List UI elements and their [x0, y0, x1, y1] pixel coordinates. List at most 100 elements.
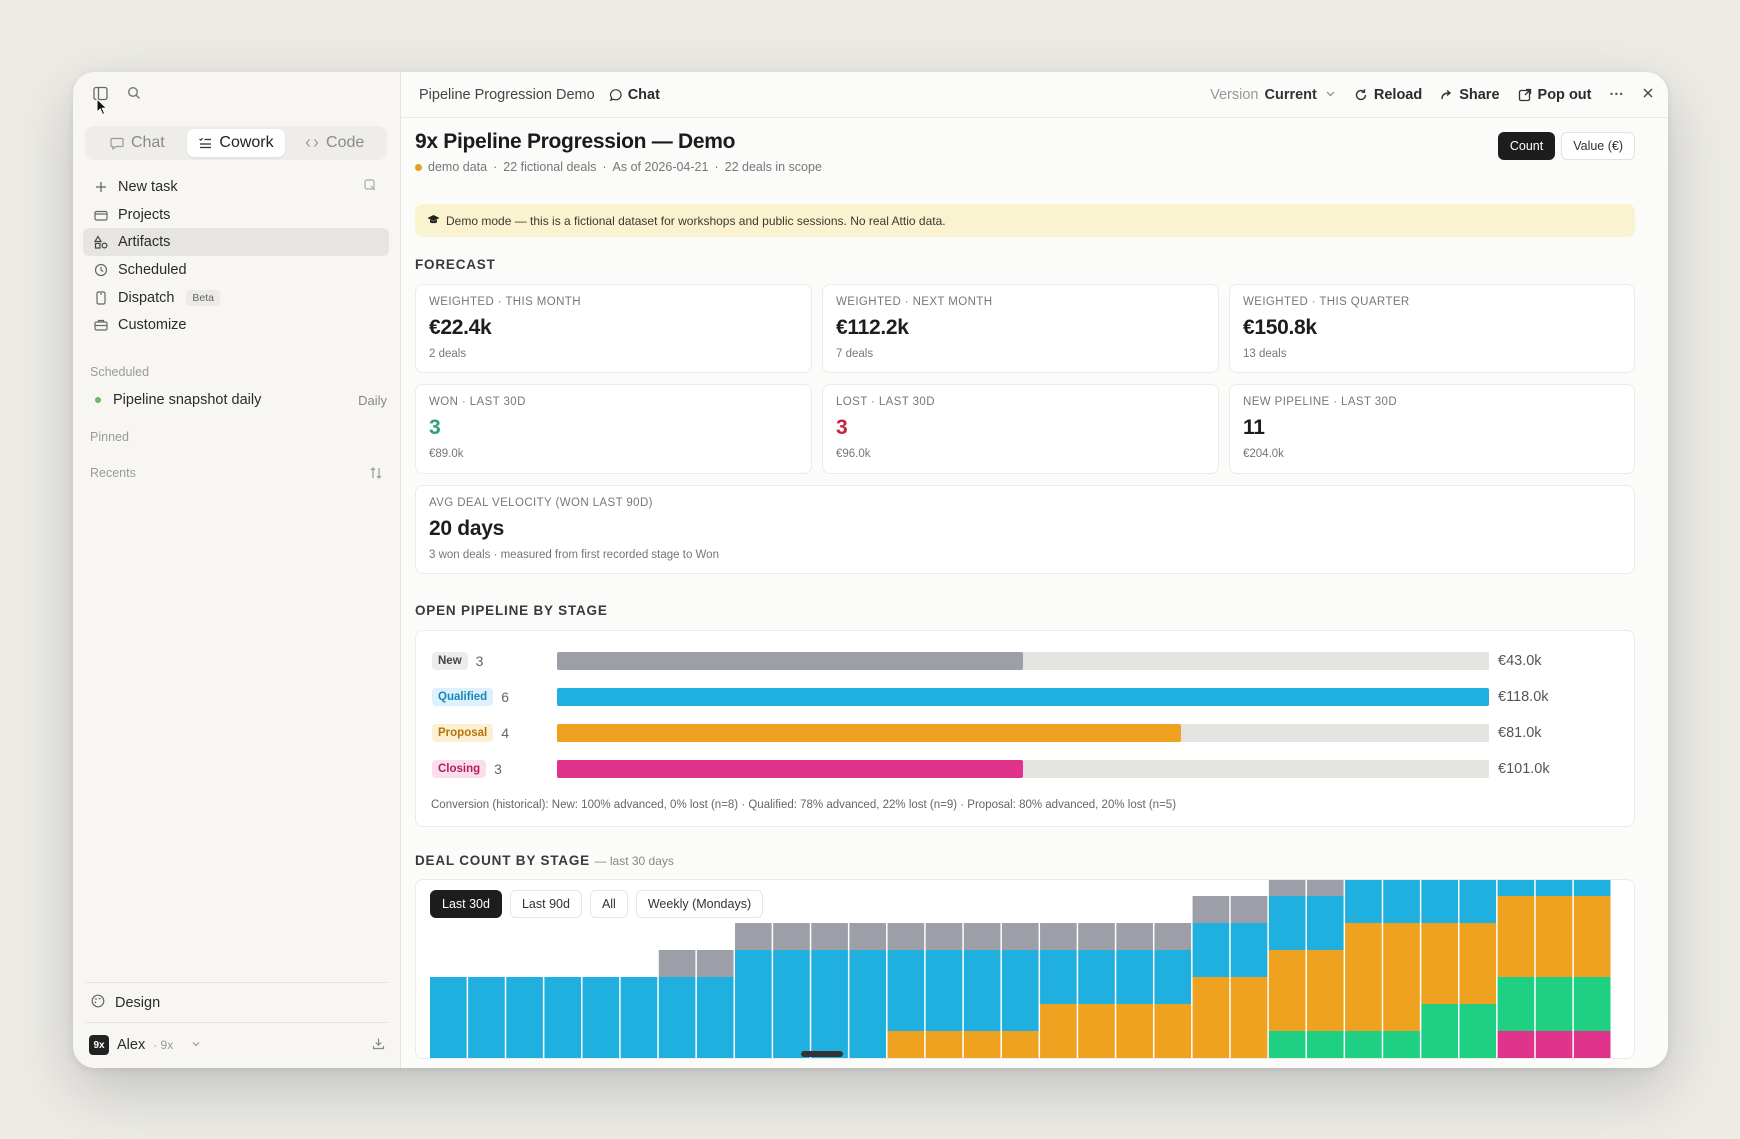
- version-value: Current: [1264, 86, 1317, 103]
- chevron-down-icon: [1325, 87, 1336, 103]
- sidebar-item-scheduled[interactable]: Scheduled: [83, 256, 389, 284]
- sidebar-item-label: Dispatch: [118, 289, 175, 306]
- chart-bar-segment-proposal: [1535, 896, 1573, 977]
- scheduled-section-label: Scheduled: [90, 365, 150, 379]
- kpi-sub: 13 deals: [1243, 348, 1287, 360]
- chart-bar-segment-qualified: [1421, 880, 1458, 923]
- chart-bar-segment-qualified: [1268, 896, 1306, 950]
- header-actions: Version Current Reload Share Pop out ···: [1210, 87, 1654, 103]
- sidebar-item-label: Design: [115, 995, 161, 1011]
- chart-bar-segment-qualified: [1535, 880, 1573, 896]
- forecast-heading: FORECAST: [415, 257, 496, 272]
- sidebar-item-label: Customize: [118, 317, 187, 334]
- version-select[interactable]: Version Current: [1210, 87, 1336, 103]
- banner-text: Demo mode — this is a fictional dataset …: [446, 213, 946, 228]
- deal-count-subheading: — last 30 days: [594, 854, 674, 868]
- chart-bar-segment-qualified: [506, 977, 543, 1058]
- sidebar-item-projects[interactable]: Projects: [83, 201, 389, 229]
- value-toggle-button[interactable]: Value (€): [1561, 132, 1635, 160]
- mode-tab-code-label: Code: [326, 134, 365, 151]
- chart-bar-segment-proposal: [430, 1058, 467, 1059]
- sidebar-item-label: Scheduled: [118, 261, 187, 278]
- pop-out-button[interactable]: Pop out: [1518, 87, 1592, 103]
- download-icon[interactable]: [372, 1037, 385, 1054]
- chart-bar-segment-proposal: [697, 1058, 734, 1059]
- kpi-value: €150.8k: [1243, 316, 1317, 339]
- stage-value: €118.0k: [1498, 689, 1549, 705]
- chart-bar-segment-qualified: [696, 977, 734, 1058]
- demo-mode-banner: Demo mode — this is a fictional dataset …: [415, 204, 1635, 237]
- kpi-label: WEIGHTED · THIS MONTH: [429, 296, 581, 308]
- chart-bar-segment-qualified: [1573, 880, 1611, 896]
- chart-bar-segment-new: [658, 950, 696, 977]
- chart-bar-segment-proposal: [1116, 1004, 1153, 1058]
- close-icon[interactable]: [1642, 87, 1654, 103]
- sidebar-item-design[interactable]: Design: [91, 994, 160, 1012]
- kpi-sub: 7 deals: [836, 348, 874, 360]
- sidebar: Chat Cowork Code New task Projects: [73, 72, 401, 1068]
- chart-bar-segment-new: [1154, 923, 1192, 950]
- sidebar-item-artifacts[interactable]: Artifacts: [83, 228, 389, 257]
- range-tab-last-90d[interactable]: Last 90d: [509, 890, 582, 918]
- mode-tab-chat[interactable]: Chat: [88, 129, 187, 157]
- chart-bar-segment-proposal: [1268, 950, 1306, 1031]
- stage-row-new: New 3 €43.0k: [432, 651, 1612, 671]
- chart-bar-segment-proposal: [887, 1031, 925, 1058]
- mode-tab-cowork[interactable]: Cowork: [186, 129, 286, 157]
- chart-bar-segment-proposal: [963, 1031, 1001, 1058]
- share-button[interactable]: Share: [1440, 87, 1500, 103]
- kpi-card-weighted-this-quarter: WEIGHTED · THIS QUARTER €150.8k 13 deals: [1229, 284, 1635, 373]
- stage-pill: Qualified: [432, 688, 494, 706]
- range-tab-all[interactable]: All: [589, 890, 628, 918]
- chart-bar-segment-qualified: [811, 950, 848, 1058]
- scheduled-item-pipeline-snapshot[interactable]: Pipeline snapshot daily Daily: [95, 392, 387, 408]
- stage-bar-fill: [557, 652, 1023, 670]
- chart-bar-segment-proposal: [1040, 1004, 1077, 1058]
- open-chat-button[interactable]: Chat: [609, 87, 660, 103]
- kpi-value: €22.4k: [429, 316, 492, 339]
- count-toggle-button[interactable]: Count: [1497, 132, 1556, 160]
- chart-bar-segment-closing: [1383, 1058, 1420, 1059]
- sidebar-item-label: Artifacts: [118, 234, 171, 251]
- sidebar-item-dispatch[interactable]: Dispatch Beta: [83, 284, 389, 312]
- reload-label: Reload: [1373, 86, 1423, 103]
- stage-count: 6: [501, 689, 509, 705]
- more-options-button[interactable]: ···: [1609, 86, 1625, 103]
- deal-count-heading-text: DEAL COUNT BY STAGE: [415, 853, 590, 868]
- sidebar-item-new-task[interactable]: New task: [83, 173, 389, 201]
- sidebar-divider: [85, 1022, 388, 1023]
- folder-icon: [93, 207, 108, 222]
- chart-bar-segment-proposal: [1230, 977, 1268, 1058]
- filter-sort-icon[interactable]: [369, 466, 383, 485]
- scroll-handle[interactable]: [801, 1051, 843, 1057]
- user-menu[interactable]: 9x Alex · 9x: [89, 1035, 385, 1055]
- reload-button[interactable]: Reload: [1354, 87, 1422, 103]
- stage-count: 4: [501, 725, 510, 741]
- kpi-value: 11: [1243, 416, 1265, 439]
- chart-bar-segment-qualified: [735, 950, 772, 1058]
- kpi-sub: €96.0k: [836, 448, 871, 460]
- range-tab-last-30d[interactable]: Last 30d: [430, 890, 502, 918]
- new-task-shortcut-icon[interactable]: [363, 178, 377, 196]
- sidebar-toggle-icon[interactable]: [91, 84, 109, 102]
- chart-bar-segment-proposal: [1421, 923, 1458, 1004]
- page-title: 9x Pipeline Progression — Demo: [415, 130, 736, 153]
- search-icon[interactable]: [125, 84, 143, 102]
- external-link-icon: [1518, 88, 1531, 101]
- kpi-label: NEW PIPELINE · LAST 30D: [1243, 396, 1398, 408]
- kpi-card-lost-last-30d: LOST · LAST 30D 3 €96.0k: [822, 384, 1219, 474]
- meta-source: demo data: [428, 160, 488, 174]
- stage-bar-track: [557, 724, 1489, 742]
- meta-deals: 22 fictional deals: [503, 160, 597, 174]
- chart-bar-segment-won: [1497, 977, 1535, 1031]
- artifact-title: Pipeline Progression Demo: [419, 86, 595, 103]
- stage-pill: New: [432, 652, 468, 670]
- chart-bar-segment-proposal: [506, 1058, 543, 1059]
- chart-bar-segment-new: [735, 923, 772, 950]
- chart-bar-segment-won: [1459, 1004, 1497, 1058]
- range-tab-weekly[interactable]: Weekly (Mondays): [635, 890, 764, 918]
- mode-tab-code[interactable]: Code: [285, 129, 384, 157]
- sidebar-item-customize[interactable]: Customize: [83, 311, 389, 339]
- chart-bar-segment-won: [1535, 977, 1573, 1031]
- stage-bar-fill: [557, 688, 1489, 706]
